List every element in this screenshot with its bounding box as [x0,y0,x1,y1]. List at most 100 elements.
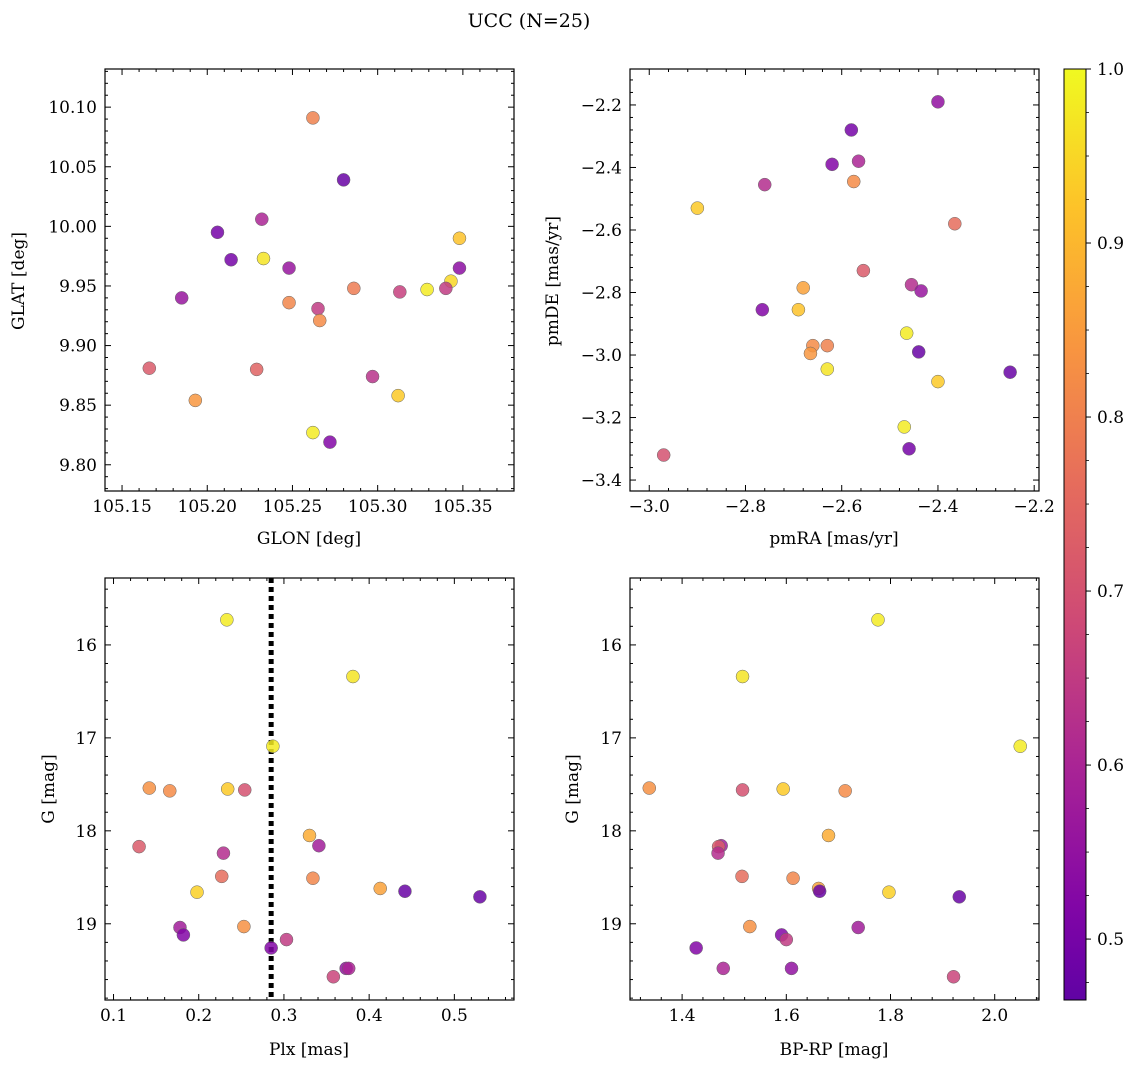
x-tick-label: 105.35 [433,497,492,517]
scatter-point [341,961,356,976]
colorbar: 0.5 0.6 0.7 0.8 0.9 1.0 [1063,60,1124,1001]
y-tick-label: 17 [600,729,622,749]
scatter-point [346,669,360,684]
scatter-point [779,932,794,947]
scatter-point [398,884,412,898]
y-tick-label: 16 [75,636,97,656]
scatter-point [216,846,231,860]
scatter-point [326,970,341,984]
panel-4-ylabel: G [mag] [563,754,583,823]
y-tick-label: 10.10 [48,98,97,118]
scatter-point [851,154,866,168]
scatter-point [711,846,725,860]
scatter-point [306,111,320,125]
scatter-point [1013,739,1027,753]
panel-1-plot-area: 105.15 105.20 105.25 105.30 105.35 9.80 9.85 9.… [48,68,515,517]
scatter-point [821,828,836,843]
scatter-point [302,828,317,843]
scatter-point [452,231,467,246]
panel-glon-glat: GLON [deg] GLAT [deg] 105.15 105.20 105.25… [9,68,515,549]
scatter-point [743,919,757,934]
x-tick-label: 105.15 [92,497,151,517]
panel-2-plot-area: −3.0 −2.8 −2.6 −2.4 −2.2 −3.4 −3.2 −3.0 −2.8 −2.6… [581,68,1055,517]
y-tick-label: 18 [600,822,622,842]
x-tick-label: 1.8 [877,1006,904,1026]
scatter-point [735,783,750,797]
scatter-point [279,932,294,947]
scatter-point [856,263,871,278]
scatter-point [851,920,865,935]
scatter-point [642,781,657,795]
scatter-point [132,839,146,854]
panel-3-plot-area: 0.1 0.2 0.3 0.4 0.5 16 17 18 19 [75,577,515,1026]
scatter-point [214,869,229,884]
x-tick-label: −2.8 [725,497,766,517]
x-tick-label: 1.6 [773,1006,800,1026]
scatter-point [210,225,225,240]
scatter-point [420,282,434,297]
scatter-point [838,784,852,798]
y-tick-label: 10.00 [48,217,97,237]
x-tick-label: −3.0 [629,497,670,517]
scatter-point [336,173,351,187]
scatter-point [911,345,926,359]
scatter-point [373,881,387,896]
scatter-point [256,251,271,266]
x-tick-label: −2.4 [917,497,958,517]
axes-frame [629,577,1040,1001]
scatter-point [931,374,945,389]
scatter-point [312,838,326,853]
panel-1-ylabel: GLAT [deg] [9,232,29,330]
y-tick-label: 16 [600,636,622,656]
scatter-point [948,216,962,231]
panel-pmra-pmde: pmRA [mas/yr] pmDE [mas/yr] −3.0 −2.8 −2.6… [543,68,1055,549]
scatter-point [820,362,835,376]
scatter-point [846,174,861,189]
scatter-point [323,435,337,449]
scatter-point [220,613,234,627]
scatter-point [791,302,806,317]
panel-1-xlabel: GLON [deg] [257,529,361,549]
panel-2-ylabel: pmDE [mas/yr] [543,216,563,346]
scatter-point [163,784,177,798]
y-tick-label: 10.05 [48,158,97,178]
scatter-point [716,961,731,976]
y-tick-label: −3.0 [581,346,622,366]
scatter-point [757,177,772,192]
scatter-point [735,669,750,684]
scatter-point [142,781,157,795]
panel-3-ylabel: G [mag] [39,754,59,823]
y-tick-label: 19 [75,915,97,935]
scatter-point [882,885,896,899]
y-tick-label: 9.95 [59,277,97,297]
y-tick-label: 9.90 [59,337,97,357]
scatter-point [735,869,749,884]
y-tick-label: −2.4 [581,158,622,178]
scatter-point [776,782,790,796]
scatter-point [820,338,835,353]
scatter-point [311,301,325,316]
y-tick-label: −3.4 [581,471,622,491]
colorbar-tick-label: 0.7 [1097,582,1124,602]
scatter-point [190,885,204,899]
scatter-point [812,884,827,898]
colorbar-tick-label: 0.9 [1097,234,1124,254]
scatter-point [174,291,189,305]
scatter-point [282,295,296,310]
scatter-point [142,361,157,375]
x-tick-label: 0.2 [185,1006,212,1026]
y-tick-label: 19 [600,915,622,935]
scatter-point [249,362,264,377]
scatter-point [871,613,885,627]
scatter-point [393,285,407,299]
scatter-point [755,302,770,317]
scatter-point [237,919,251,934]
scatter-point [946,970,961,984]
colorbar-tick-label: 0.8 [1097,408,1124,428]
x-tick-label: 1.4 [669,1006,696,1026]
scatter-point [347,281,361,296]
scatter-point [473,890,487,904]
y-tick-label: 18 [75,822,97,842]
scatter-point [188,393,203,408]
scatter-point [914,284,928,298]
